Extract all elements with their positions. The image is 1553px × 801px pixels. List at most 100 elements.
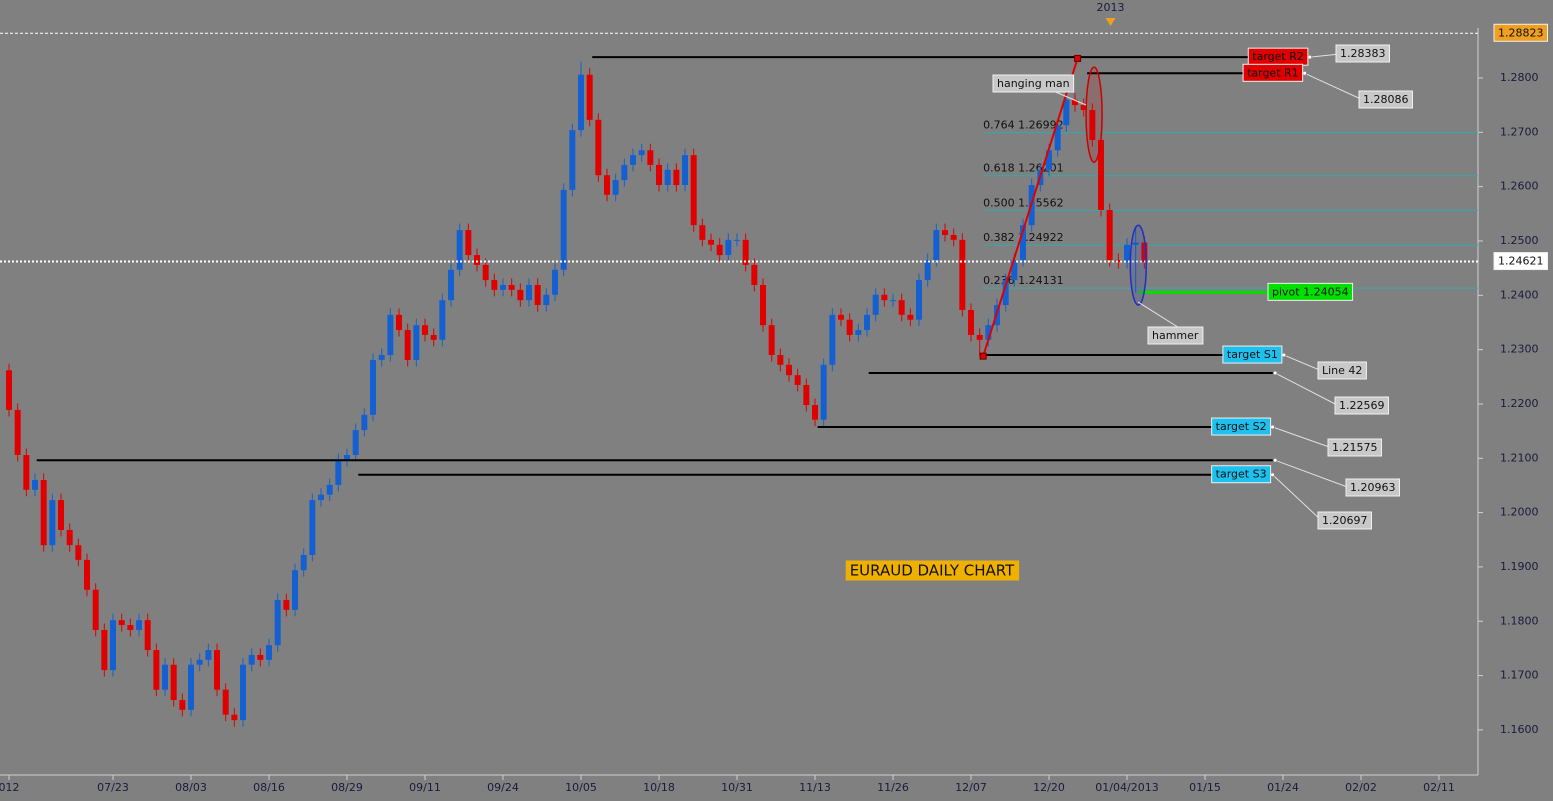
level-callout-box — [1317, 511, 1372, 530]
x-tick-label: 08/16 — [253, 781, 285, 794]
level-callout: 1.22569 — [1339, 399, 1385, 412]
x-tick-label: 012 — [0, 781, 20, 794]
level-callout: 1.28086 — [1363, 93, 1409, 106]
candle-body — [656, 164, 663, 186]
candle-body — [855, 330, 862, 335]
candle-body — [205, 650, 212, 660]
x-tick-label: 01/04/2013 — [1095, 781, 1158, 794]
candle-body — [864, 314, 871, 331]
candle-body — [370, 359, 377, 415]
candle-body — [439, 300, 446, 340]
y-tick-label: 1.2200 — [1500, 397, 1539, 410]
candle-body — [482, 264, 489, 281]
candle-body — [188, 664, 195, 710]
level-callout: 1.21575 — [1332, 441, 1378, 454]
fib-anchor-point — [979, 352, 987, 360]
candle-body — [526, 284, 533, 301]
level-callout: 1.20963 — [1350, 481, 1396, 494]
y-tick-label: 1.1800 — [1500, 614, 1539, 627]
candle-body — [846, 319, 853, 335]
candle-body — [664, 169, 671, 186]
candle-body — [413, 325, 420, 360]
candle-body — [136, 620, 143, 630]
candle-body — [1072, 99, 1079, 106]
callout-connector — [1272, 474, 1323, 522]
candle-body — [500, 284, 507, 290]
candle-body — [699, 225, 706, 240]
y-tick-label: 1.2000 — [1500, 506, 1539, 519]
y-tick-label: 1.1600 — [1500, 723, 1539, 736]
candle-body — [465, 230, 472, 256]
candle-body — [1063, 99, 1070, 126]
candle-body — [422, 325, 429, 335]
candle-body — [985, 325, 992, 340]
candle-body — [14, 409, 21, 456]
current-price-label: 1.24621 — [1498, 255, 1544, 268]
candle-body — [240, 664, 247, 721]
candle-body — [777, 355, 784, 365]
level-callout-box — [1335, 44, 1390, 63]
candle-body — [248, 654, 255, 665]
y-tick-label: 1.2700 — [1500, 125, 1539, 138]
candle-body — [1098, 139, 1105, 210]
pattern-label-box — [992, 74, 1075, 93]
level-callout: 1.20697 — [1322, 514, 1368, 527]
candle-body — [1124, 244, 1131, 263]
candle-body — [560, 189, 567, 270]
candle-body — [222, 689, 229, 715]
chart-title: EURAUD DAILY CHART — [850, 562, 1015, 580]
candle-body — [196, 659, 203, 665]
candle-body — [257, 654, 264, 660]
candle-body — [812, 405, 819, 420]
candle-body — [768, 325, 775, 356]
candle-body — [933, 230, 940, 260]
level-tag-box — [1211, 417, 1272, 436]
level-callout-box — [1358, 90, 1413, 109]
candle-body — [309, 500, 316, 555]
period-marker — [1105, 18, 1116, 26]
level-callout: 1.28383 — [1340, 47, 1386, 60]
candle-body — [231, 714, 238, 721]
level-tag-box — [1222, 345, 1283, 364]
pivot-label: pivot 1.24054 — [1272, 285, 1349, 298]
x-tick-label: 02/02 — [1345, 781, 1377, 794]
candle-body — [725, 239, 732, 256]
candle-body — [456, 230, 463, 270]
callout-dot — [1270, 424, 1276, 430]
candle-body — [127, 625, 134, 630]
candle-body — [734, 239, 741, 241]
y-tick-label: 1.2800 — [1500, 71, 1539, 84]
candle-body — [612, 180, 619, 195]
x-tick-label: 01/24 — [1267, 781, 1299, 794]
level-callout-box — [1317, 361, 1367, 380]
candle-body — [829, 314, 836, 365]
x-tick-label: 09/11 — [409, 781, 441, 794]
candle-body — [23, 455, 30, 490]
candle-body — [1080, 105, 1087, 111]
current-price-label-box — [1493, 252, 1548, 271]
level-tag-box — [1242, 63, 1304, 82]
callout-connector — [1309, 53, 1341, 58]
callout-connector — [1275, 459, 1351, 489]
x-tick-label: 10/05 — [565, 781, 597, 794]
candle-body — [959, 239, 966, 310]
candle-body — [820, 364, 827, 420]
candle-body — [595, 119, 602, 176]
fib-anchor-point — [1074, 54, 1082, 62]
pattern-label-box — [1147, 326, 1204, 345]
candle-body — [682, 155, 689, 186]
candle-body — [153, 650, 160, 690]
candle-body — [604, 175, 611, 195]
candle-body — [396, 314, 403, 331]
candle-body — [300, 554, 307, 571]
candle-body — [344, 455, 351, 460]
candle-body — [916, 280, 923, 320]
candle-body — [84, 559, 91, 590]
candle-body — [430, 334, 437, 340]
x-tick-label: 08/29 — [331, 781, 363, 794]
candle-body — [266, 645, 273, 660]
candle-body — [448, 269, 455, 301]
candle-body — [1115, 259, 1122, 263]
callout-dot — [1270, 472, 1276, 478]
